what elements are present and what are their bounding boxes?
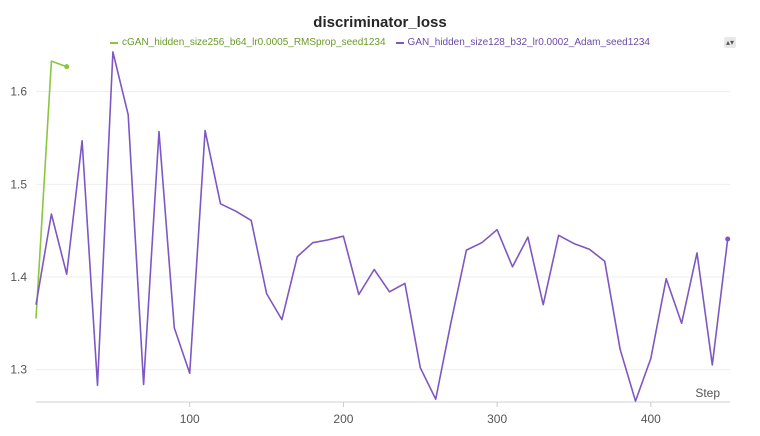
legend-item-cgan[interactable]: cGAN_hidden_size256_b64_lr0.0005_RMSprop…: [110, 37, 386, 48]
axes: 1.3 1.4 1.5 1.6 100 200 300 400: [10, 85, 730, 426]
legend-label-cgan: cGAN_hidden_size256_b64_lr0.0005_RMSprop…: [122, 37, 386, 48]
legend-item-gan[interactable]: GAN_hidden_size128_b32_lr0.0002_Adam_see…: [395, 37, 650, 48]
y-tick-label: 1.3: [10, 363, 27, 377]
series-end-point-0: [64, 64, 70, 70]
x-axis-label: Step: [695, 386, 720, 400]
y-tick-label: 1.5: [10, 177, 27, 191]
series-line-0: [35, 60, 67, 319]
y-tick-label: 1.4: [10, 270, 27, 284]
series-lines: [35, 51, 731, 402]
chart-title: discriminator_loss: [313, 14, 447, 31]
x-tick-label: 300: [487, 412, 507, 426]
x-tick-label: 400: [641, 412, 661, 426]
series-end-point-1: [725, 236, 731, 242]
chart-legend: cGAN_hidden_size256_b64_lr0.0005_RMSprop…: [0, 37, 760, 48]
sort-arrows-icon[interactable]: ▴▾: [724, 37, 736, 48]
legend-label-gan: GAN_hidden_size128_b32_lr0.0002_Adam_see…: [407, 37, 650, 48]
legend-swatch-cgan: [110, 41, 119, 44]
grid-lines: [36, 91, 730, 371]
y-tick-label: 1.6: [10, 85, 27, 99]
series-line-1: [35, 51, 729, 402]
legend-swatch-gan: [395, 41, 404, 44]
x-tick-label: 100: [180, 412, 200, 426]
x-tick-label: 200: [333, 412, 353, 426]
